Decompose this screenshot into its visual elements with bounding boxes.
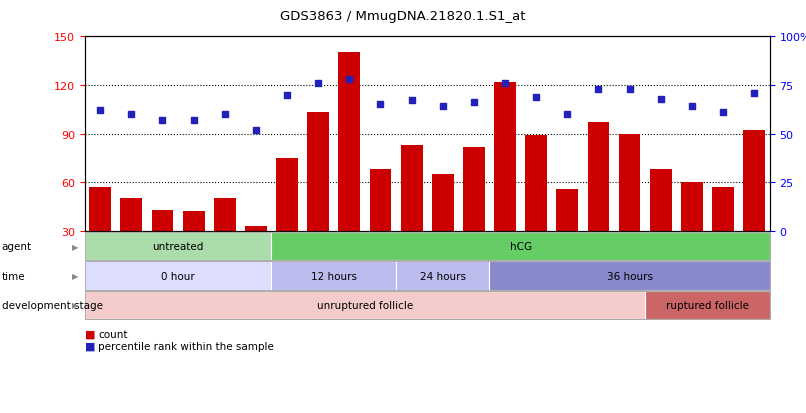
Text: untreated: untreated	[152, 242, 204, 252]
Point	[156, 117, 169, 124]
Bar	[245, 226, 267, 280]
Bar	[152, 210, 173, 280]
Text: development stage: development stage	[2, 300, 102, 310]
Text: ruptured follicle: ruptured follicle	[666, 300, 749, 310]
Text: GDS3863 / MmugDNA.21820.1.S1_at: GDS3863 / MmugDNA.21820.1.S1_at	[280, 10, 526, 23]
Point	[685, 104, 698, 110]
Bar	[89, 188, 111, 280]
Text: 12 hours: 12 hours	[311, 271, 357, 281]
Text: percentile rank within the sample: percentile rank within the sample	[98, 341, 274, 351]
Bar	[214, 199, 235, 280]
Point	[499, 81, 512, 87]
Bar	[276, 159, 298, 280]
Point	[561, 112, 574, 118]
Text: 0 hour: 0 hour	[161, 271, 195, 281]
Text: count: count	[98, 329, 128, 339]
Text: hCG: hCG	[509, 242, 532, 252]
Text: 24 hours: 24 hours	[420, 271, 466, 281]
Bar	[681, 183, 703, 280]
Bar	[401, 145, 422, 280]
Point	[654, 96, 667, 102]
Point	[748, 90, 761, 97]
Point	[93, 108, 106, 114]
Bar	[556, 189, 578, 280]
Bar	[619, 134, 641, 280]
Point	[125, 112, 138, 118]
Text: ■: ■	[85, 329, 95, 339]
Bar	[370, 170, 392, 280]
Bar	[463, 147, 484, 280]
Point	[436, 104, 449, 110]
Point	[218, 112, 231, 118]
Point	[717, 109, 729, 116]
Point	[467, 100, 480, 107]
Bar	[494, 83, 516, 280]
Point	[374, 102, 387, 109]
Point	[405, 98, 418, 104]
Text: 36 hours: 36 hours	[607, 271, 653, 281]
Text: ▶: ▶	[72, 271, 78, 280]
Point	[343, 76, 355, 83]
Point	[530, 94, 542, 101]
Bar	[526, 136, 547, 280]
Text: time: time	[2, 271, 25, 281]
Text: unruptured follicle: unruptured follicle	[317, 300, 413, 310]
Point	[312, 81, 325, 87]
Bar	[183, 212, 205, 280]
Bar	[588, 123, 609, 280]
Bar	[743, 131, 765, 280]
Point	[280, 92, 293, 99]
Point	[592, 86, 604, 93]
Text: ▶: ▶	[72, 301, 78, 310]
Text: ▶: ▶	[72, 242, 78, 251]
Point	[250, 127, 263, 134]
Bar	[339, 53, 360, 280]
Bar	[650, 170, 671, 280]
Text: ■: ■	[85, 341, 95, 351]
Bar	[307, 113, 329, 280]
Point	[187, 117, 200, 124]
Bar	[120, 199, 142, 280]
Bar	[713, 188, 734, 280]
Bar	[432, 175, 454, 280]
Point	[623, 86, 636, 93]
Text: agent: agent	[2, 242, 31, 252]
